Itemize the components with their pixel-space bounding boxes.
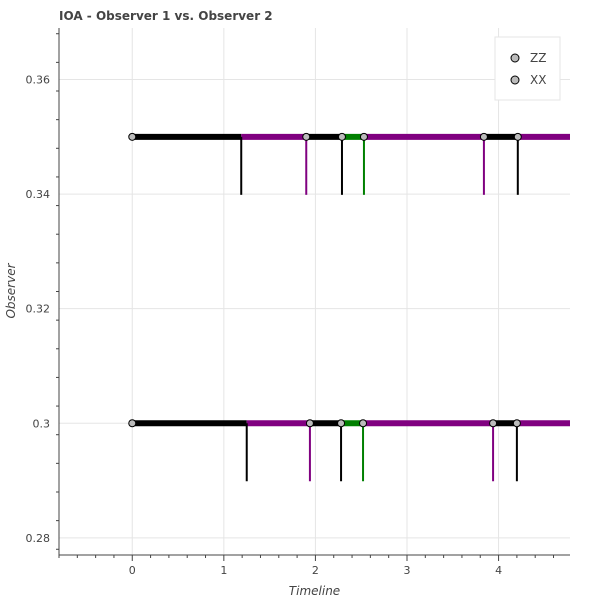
y-tick-label: 0.32 xyxy=(26,303,51,316)
y-tick-label: 0.36 xyxy=(26,74,51,87)
event-marker xyxy=(128,132,137,141)
y-tick-label: 0.34 xyxy=(26,188,51,201)
event-marker xyxy=(359,419,368,428)
event-marker xyxy=(479,132,488,141)
legend-marker-zz xyxy=(510,53,520,63)
x-tick-label: 2 xyxy=(312,564,319,577)
event-marker xyxy=(128,419,137,428)
x-axis-label: Timeline xyxy=(289,584,340,598)
legend-box xyxy=(494,36,561,101)
event-marker xyxy=(305,419,314,428)
x-tick-label: 0 xyxy=(129,564,136,577)
event-marker xyxy=(489,419,498,428)
x-tick-label: 1 xyxy=(220,564,227,577)
legend-marker-xx xyxy=(510,75,520,85)
series-layer xyxy=(128,132,570,482)
chart-title: IOA - Observer 1 vs. Observer 2 xyxy=(59,9,273,23)
legend-label-zz: ZZ xyxy=(530,51,546,65)
event-marker xyxy=(337,132,346,141)
event-marker xyxy=(302,132,311,141)
axes-layer: 0 1 2 3 4 0.28 0.3 0.32 0.34 0.36 xyxy=(26,28,570,577)
y-tick-label: 0.28 xyxy=(26,532,51,545)
event-marker xyxy=(337,419,346,428)
y-axis-label: Observer xyxy=(4,262,18,318)
y-tick-label: 0.3 xyxy=(33,417,51,430)
event-marker xyxy=(359,132,368,141)
x-tick-label: 3 xyxy=(403,564,410,577)
legend-label-xx: XX xyxy=(530,73,546,87)
event-marker xyxy=(512,419,521,428)
event-marker xyxy=(513,132,522,141)
legend: ZZ XX xyxy=(494,36,561,101)
x-tick-label: 4 xyxy=(495,564,502,577)
